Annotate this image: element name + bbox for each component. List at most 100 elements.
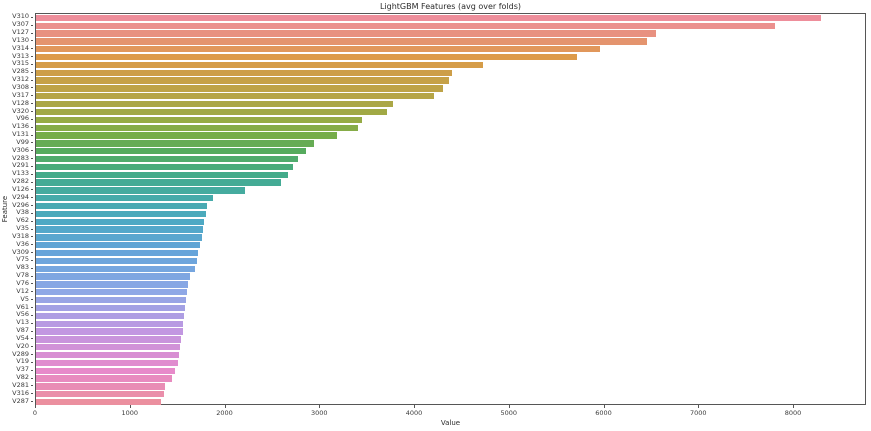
y-tick-label: V131 — [12, 130, 29, 139]
y-tick-label: V38 — [16, 208, 29, 217]
bar — [36, 155, 299, 163]
y-tick-label: V5 — [20, 294, 29, 303]
y-tick-mark — [31, 165, 33, 167]
x-tick-label: 6000 — [595, 409, 612, 417]
y-tick-label: V307 — [12, 20, 29, 29]
y-tick-label: V61 — [16, 302, 29, 311]
y-tick-label: V306 — [12, 145, 29, 154]
bar — [36, 22, 776, 29]
bar — [36, 116, 362, 123]
y-tick-label: V313 — [12, 51, 29, 60]
y-tick-label: V316 — [12, 388, 29, 397]
y-axis-title: Feature — [1, 195, 9, 223]
bar — [36, 336, 181, 343]
y-tick-mark — [31, 314, 33, 316]
y-tick-mark — [31, 377, 33, 379]
y-tick-mark — [31, 48, 33, 50]
y-tick-mark — [31, 299, 33, 301]
x-tick-label: 5000 — [500, 409, 518, 417]
bar — [36, 234, 202, 241]
bar — [36, 344, 181, 351]
x-tick-label: 4000 — [405, 409, 423, 417]
chart-title: LightGBM Features (avg over folds) — [379, 2, 522, 11]
y-tick-label: V62 — [16, 216, 29, 225]
y-tick-mark — [31, 32, 33, 34]
x-tick-label: 7000 — [689, 409, 707, 417]
y-tick-mark — [31, 228, 33, 230]
y-tick-label: V291 — [12, 161, 29, 170]
y-tick-mark — [31, 307, 33, 308]
y-tick-mark — [31, 259, 33, 261]
y-tick-mark — [31, 24, 33, 26]
y-tick-label: V127 — [12, 28, 29, 37]
y-tick-label: V37 — [16, 365, 29, 374]
x-tick-mark — [603, 405, 605, 408]
y-tick-mark — [31, 63, 33, 65]
bar — [36, 210, 207, 218]
y-tick-mark — [31, 236, 33, 238]
bar — [36, 218, 204, 225]
bar — [36, 85, 444, 92]
bar — [36, 328, 183, 335]
y-tick-mark — [31, 56, 33, 58]
bar — [36, 351, 179, 359]
y-tick-mark — [31, 346, 33, 348]
y-tick-label: V314 — [12, 43, 29, 52]
bar — [36, 398, 162, 406]
bar — [36, 108, 387, 116]
y-tick-mark — [31, 197, 33, 199]
y-tick-label: V35 — [16, 224, 29, 233]
x-tick-mark — [129, 405, 131, 408]
x-tick-label: 3000 — [310, 409, 328, 417]
bar — [36, 383, 165, 390]
x-axis-title: Value — [440, 419, 461, 427]
bar — [36, 101, 394, 108]
y-tick-mark — [31, 322, 33, 324]
y-tick-label: V54 — [16, 333, 29, 342]
y-tick-mark — [31, 71, 33, 73]
x-tick-label: 8000 — [784, 409, 802, 417]
y-axis-labels: V310 V307 V127 V130 V314 V313 V315 V285 V312 V308… — [0, 13, 33, 405]
y-tick-label: V285 — [12, 67, 29, 76]
x-tick-mark — [508, 405, 510, 408]
y-tick-label: V130 — [12, 35, 29, 44]
bar — [36, 93, 434, 100]
bar — [36, 30, 657, 37]
x-tick-mark — [698, 405, 700, 408]
y-tick-mark — [31, 369, 33, 371]
bar — [36, 304, 185, 312]
y-tick-mark — [31, 338, 33, 340]
y-tick-label: V287 — [12, 396, 29, 405]
y-tick-mark — [31, 95, 33, 97]
y-tick-label: V36 — [16, 239, 29, 248]
y-tick-label: V96 — [16, 114, 29, 123]
y-tick-mark — [31, 158, 33, 160]
y-tick-label: V296 — [12, 200, 29, 209]
y-tick-label: V289 — [12, 349, 29, 358]
y-tick-label: V12 — [16, 286, 29, 295]
y-tick-mark — [31, 205, 33, 207]
bar — [36, 132, 338, 139]
y-tick-mark — [31, 291, 33, 293]
y-tick-mark — [31, 244, 33, 246]
bar — [36, 69, 453, 76]
y-tick-label: V76 — [16, 278, 29, 287]
y-tick-label: V133 — [12, 169, 29, 178]
y-tick-label: V82 — [16, 373, 29, 382]
x-tick-mark — [414, 405, 416, 408]
x-tick-label: 1000 — [121, 409, 139, 417]
y-tick-mark — [31, 134, 33, 136]
bar — [36, 46, 600, 53]
y-tick-mark — [31, 212, 33, 214]
y-tick-mark — [31, 275, 33, 277]
y-tick-mark — [31, 393, 33, 395]
y-tick-label: V83 — [16, 263, 29, 272]
y-tick-label: V87 — [16, 326, 29, 335]
y-tick-mark — [31, 181, 33, 183]
y-tick-mark — [31, 40, 33, 42]
y-tick-label: V20 — [16, 341, 29, 350]
y-tick-mark — [31, 267, 33, 269]
bar — [36, 281, 188, 288]
bar — [36, 265, 196, 272]
